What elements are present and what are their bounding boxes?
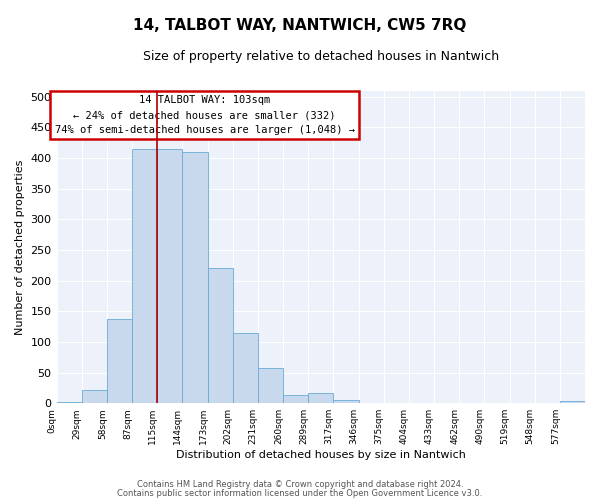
- Bar: [182, 152, 208, 403]
- Title: Size of property relative to detached houses in Nantwich: Size of property relative to detached ho…: [143, 50, 499, 63]
- Text: Contains HM Land Registry data © Crown copyright and database right 2024.: Contains HM Land Registry data © Crown c…: [137, 480, 463, 489]
- Text: Contains public sector information licensed under the Open Government Licence v3: Contains public sector information licen…: [118, 488, 482, 498]
- Bar: [459, 402, 484, 403]
- Text: 14 TALBOT WAY: 103sqm
← 24% of detached houses are smaller (332)
74% of semi-det: 14 TALBOT WAY: 103sqm ← 24% of detached …: [55, 95, 355, 135]
- Bar: [560, 402, 585, 403]
- Bar: [233, 332, 258, 403]
- Bar: [359, 402, 383, 403]
- Bar: [82, 390, 107, 403]
- Bar: [283, 394, 308, 403]
- Bar: [56, 402, 82, 403]
- Bar: [308, 394, 334, 403]
- X-axis label: Distribution of detached houses by size in Nantwich: Distribution of detached houses by size …: [176, 450, 466, 460]
- Bar: [258, 368, 283, 403]
- Y-axis label: Number of detached properties: Number of detached properties: [15, 159, 25, 334]
- Bar: [383, 402, 409, 403]
- Bar: [334, 400, 359, 403]
- Bar: [107, 319, 132, 403]
- Bar: [157, 149, 182, 403]
- Bar: [132, 149, 157, 403]
- Bar: [208, 268, 233, 403]
- Text: 14, TALBOT WAY, NANTWICH, CW5 7RQ: 14, TALBOT WAY, NANTWICH, CW5 7RQ: [133, 18, 467, 32]
